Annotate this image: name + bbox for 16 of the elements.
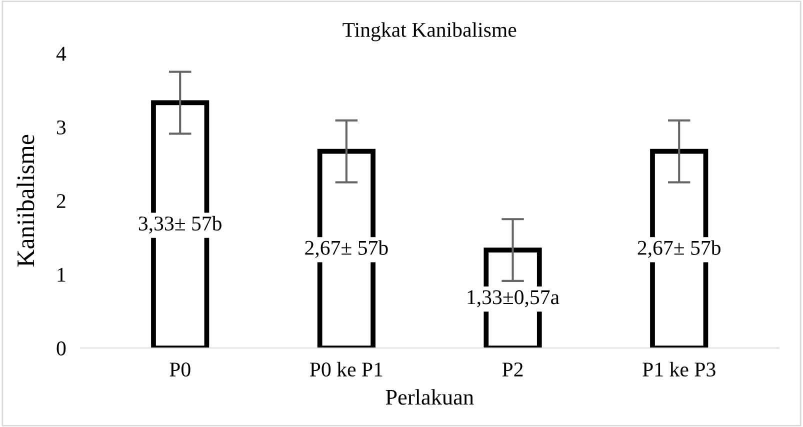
y-tick-label: 2 (56, 194, 66, 208)
y-tick-label: 3 (56, 120, 66, 134)
data-label: 2,67± 57b (638, 240, 720, 258)
x-tick-label: P1 ke P3 (642, 362, 716, 377)
y-tick-label: 1 (58, 268, 66, 282)
chart-title: Tingkat Kanibalisme (342, 22, 516, 42)
data-label: 1,33±0,57a (468, 290, 560, 308)
y-tick-label: 4 (56, 46, 66, 61)
x-tick-label: P0 (170, 362, 190, 377)
y-axis-title: Kaniibalisme (16, 134, 34, 267)
data-label: 3,33± 57b (138, 216, 222, 234)
x-axis-title: Perlakuan (386, 389, 474, 405)
data-label: 2,67± 57b (305, 240, 388, 258)
y-tick-label: 0 (56, 341, 66, 356)
x-tick-label: P0 ke P1 (310, 362, 382, 377)
x-tick-label: P2 (502, 362, 523, 376)
